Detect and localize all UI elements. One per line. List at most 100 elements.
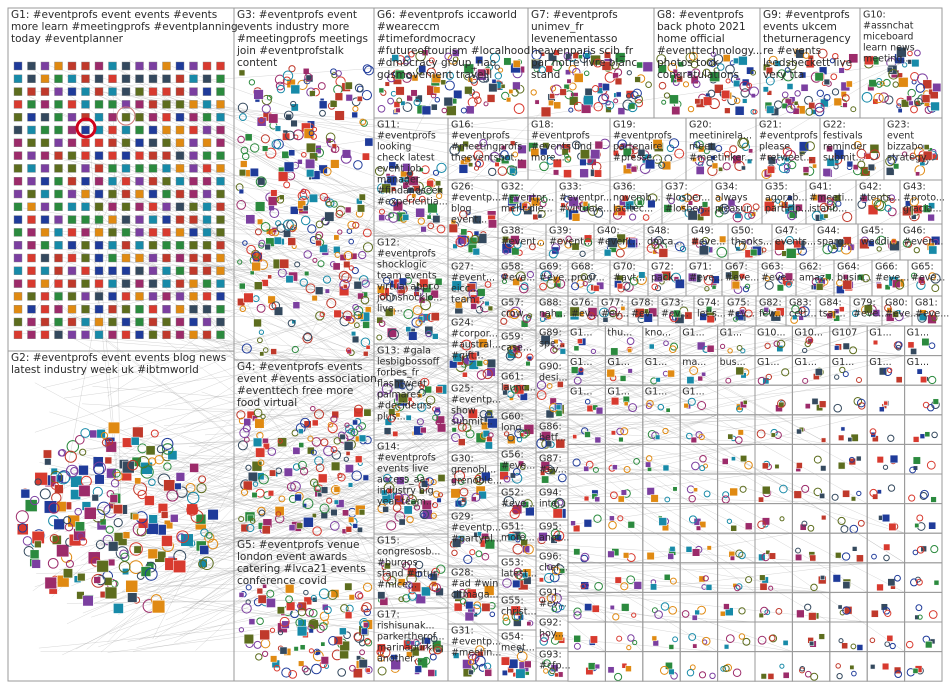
node	[419, 278, 429, 288]
node	[465, 601, 474, 610]
node	[352, 105, 359, 112]
node	[358, 434, 367, 442]
node	[481, 471, 491, 482]
node	[189, 330, 198, 339]
node	[424, 385, 432, 394]
node	[298, 442, 305, 448]
node	[620, 489, 627, 496]
group-label: G90:	[539, 361, 562, 372]
node	[729, 555, 735, 561]
node	[845, 80, 853, 88]
node	[748, 86, 760, 97]
node	[695, 166, 705, 175]
node	[40, 112, 50, 122]
group-label: G60:	[501, 411, 524, 422]
node	[861, 91, 873, 103]
group-label: G53:	[501, 557, 524, 568]
node	[135, 240, 144, 250]
node	[808, 612, 817, 621]
node	[735, 366, 744, 376]
node	[93, 464, 105, 475]
node	[623, 552, 630, 559]
node	[175, 240, 185, 250]
node	[357, 592, 364, 600]
node	[404, 55, 410, 61]
node	[705, 584, 713, 591]
node	[305, 74, 314, 83]
node	[430, 479, 437, 486]
node	[710, 155, 716, 161]
edge	[205, 325, 681, 542]
node	[775, 198, 781, 204]
node	[17, 523, 28, 533]
node	[612, 464, 618, 470]
node	[189, 240, 198, 250]
node	[887, 155, 897, 165]
node	[290, 100, 297, 107]
node	[293, 646, 299, 652]
node	[914, 97, 923, 107]
node	[488, 219, 497, 229]
node	[144, 495, 155, 506]
group-label: G36:	[613, 181, 636, 192]
node	[40, 215, 50, 224]
node	[774, 60, 781, 67]
node	[573, 635, 581, 643]
node	[94, 292, 104, 301]
node	[51, 481, 60, 490]
node	[327, 422, 334, 428]
node	[285, 275, 294, 284]
node	[479, 138, 488, 147]
node	[476, 144, 482, 150]
node	[348, 238, 355, 245]
node	[271, 139, 282, 149]
group-label: G56:	[501, 449, 524, 460]
node	[842, 342, 850, 350]
node	[715, 195, 722, 202]
node	[364, 665, 373, 674]
node	[724, 107, 731, 114]
node	[94, 164, 104, 173]
node	[549, 93, 556, 99]
node	[162, 215, 171, 224]
node	[216, 138, 225, 148]
node	[654, 236, 664, 245]
node	[127, 592, 138, 603]
node	[501, 91, 510, 101]
edge	[121, 173, 793, 327]
node	[81, 87, 90, 96]
node	[30, 495, 40, 506]
node	[634, 76, 641, 83]
node	[351, 335, 360, 344]
node	[202, 176, 212, 186]
node	[140, 465, 154, 479]
group-label: blog	[451, 203, 472, 214]
node	[266, 94, 273, 101]
node	[148, 176, 158, 186]
node	[148, 514, 158, 524]
node	[382, 276, 391, 285]
group-label: G1...	[682, 387, 704, 398]
node	[572, 434, 578, 439]
node	[240, 146, 249, 155]
node	[298, 660, 305, 667]
node	[453, 413, 464, 424]
node	[261, 104, 271, 114]
node	[882, 662, 890, 671]
group-label: G57:	[501, 297, 524, 308]
node	[461, 296, 468, 303]
node	[838, 434, 845, 441]
node	[144, 567, 158, 581]
group-label: team events	[377, 270, 437, 281]
group-label: G39:	[549, 225, 572, 236]
node	[860, 194, 869, 203]
node	[134, 477, 142, 485]
node	[15, 510, 29, 524]
node	[67, 215, 77, 224]
node	[13, 202, 23, 212]
node	[714, 84, 724, 94]
node	[127, 459, 139, 471]
node	[540, 106, 552, 118]
node	[823, 78, 830, 86]
group-label: event #events association	[237, 373, 377, 385]
